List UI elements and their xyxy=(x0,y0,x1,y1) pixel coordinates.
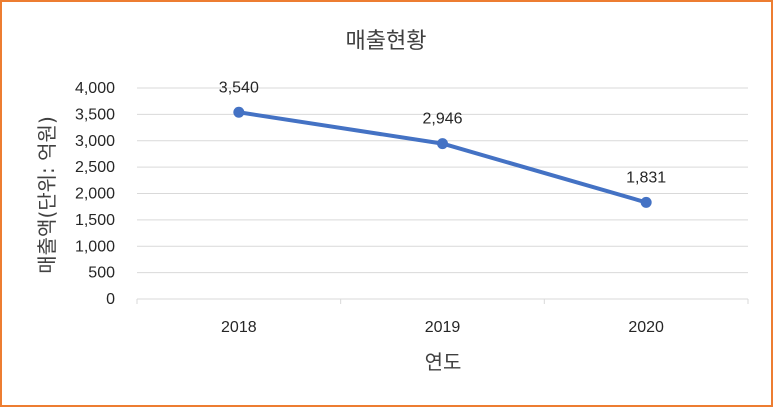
y-tick-label: 3,000 xyxy=(75,133,115,150)
data-label: 3,540 xyxy=(219,79,259,96)
x-axis-title: 연도 xyxy=(425,350,462,374)
y-tick-label: 1,500 xyxy=(75,212,115,229)
data-label: 1,831 xyxy=(626,169,666,186)
y-tick-label: 1,000 xyxy=(75,238,115,255)
x-tick-label: 2018 xyxy=(221,319,257,336)
y-tick-label: 2,000 xyxy=(75,186,115,203)
data-labels: 3,540 2,946 1,831 xyxy=(219,79,666,186)
data-point xyxy=(641,197,652,208)
y-axis-title: 매출액(단위: 억원) xyxy=(35,116,59,274)
data-point xyxy=(233,107,244,118)
y-tick-label: 0 xyxy=(106,291,115,308)
y-tick-label: 3,500 xyxy=(75,106,115,123)
chart-title: 매출현황 xyxy=(346,29,427,54)
y-tick-label: 4,000 xyxy=(75,80,115,97)
y-tick-labels: 0 500 1,000 1,500 2,000 2,500 3,000 3,500 4,000 xyxy=(75,80,115,308)
data-point xyxy=(437,138,448,149)
y-tick-label: 2,500 xyxy=(75,159,115,176)
y-tick-label: 500 xyxy=(88,265,115,282)
x-tick-label: 2020 xyxy=(628,319,664,336)
x-tick-labels: 2018 2019 2020 xyxy=(221,319,664,336)
data-label: 2,946 xyxy=(422,111,462,128)
x-tick-label: 2019 xyxy=(425,319,461,336)
